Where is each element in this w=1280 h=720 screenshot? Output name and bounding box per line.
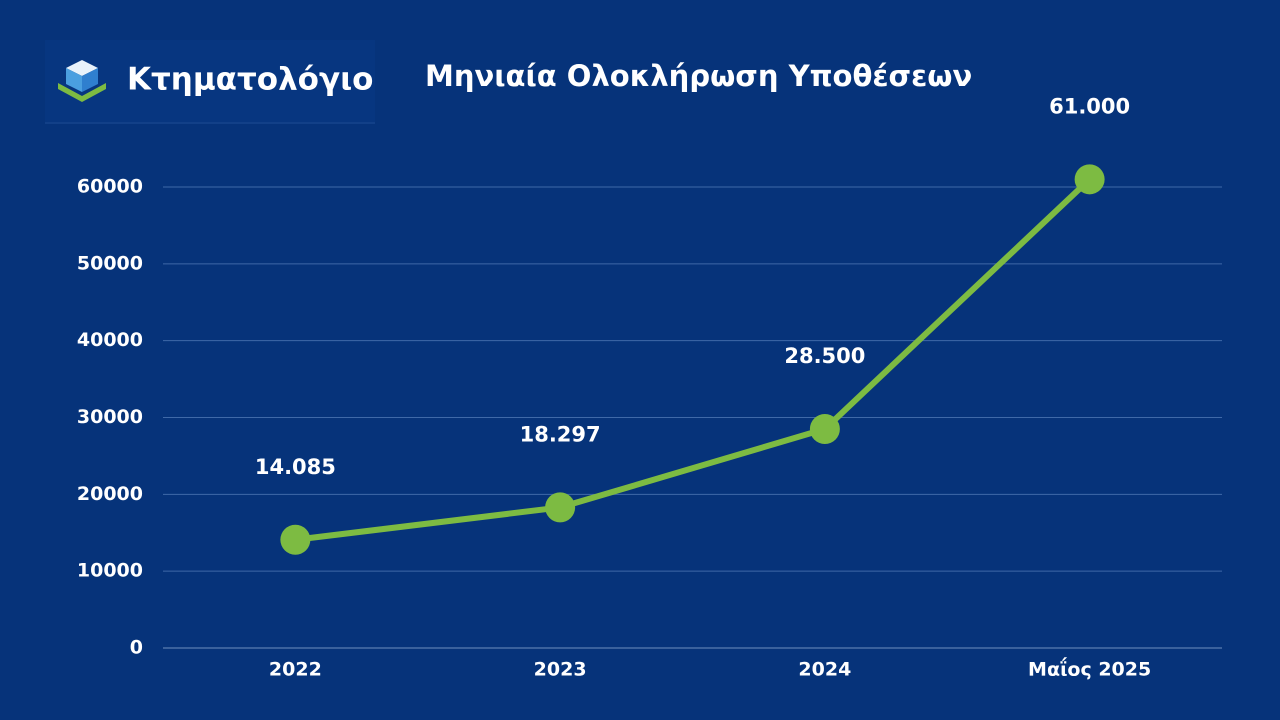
chart-title: Μηνιαία Ολοκλήρωση Υποθέσεων — [425, 59, 972, 93]
data-label: 28.500 — [784, 344, 865, 368]
data-point — [1074, 164, 1105, 195]
data-label: 61.000 — [1049, 94, 1130, 118]
data-line — [295, 177, 1092, 543]
y-tick-label: 20000 — [77, 483, 143, 505]
data-point — [545, 492, 576, 523]
y-tick-label: 60000 — [77, 176, 143, 198]
data-label: 18.297 — [520, 422, 601, 446]
logo-icon — [58, 60, 106, 102]
x-tick-label: 2023 — [534, 659, 587, 681]
logo-panel — [45, 40, 375, 124]
x-tick-label: Μαΐος 2025 — [1028, 656, 1151, 681]
y-tick-label: 50000 — [77, 252, 143, 274]
data-point — [280, 524, 311, 555]
data-label: 14.085 — [255, 455, 336, 479]
x-tick-label: 2022 — [269, 659, 322, 681]
logo-text: Κτηματολόγιο — [127, 62, 373, 98]
y-tick-label: 30000 — [77, 406, 143, 428]
x-tick-label: 2024 — [798, 659, 851, 681]
y-tick-label: 40000 — [77, 329, 143, 351]
data-point — [809, 414, 840, 445]
y-tick-label: 10000 — [77, 560, 143, 582]
y-tick-label: 0 — [130, 637, 143, 659]
